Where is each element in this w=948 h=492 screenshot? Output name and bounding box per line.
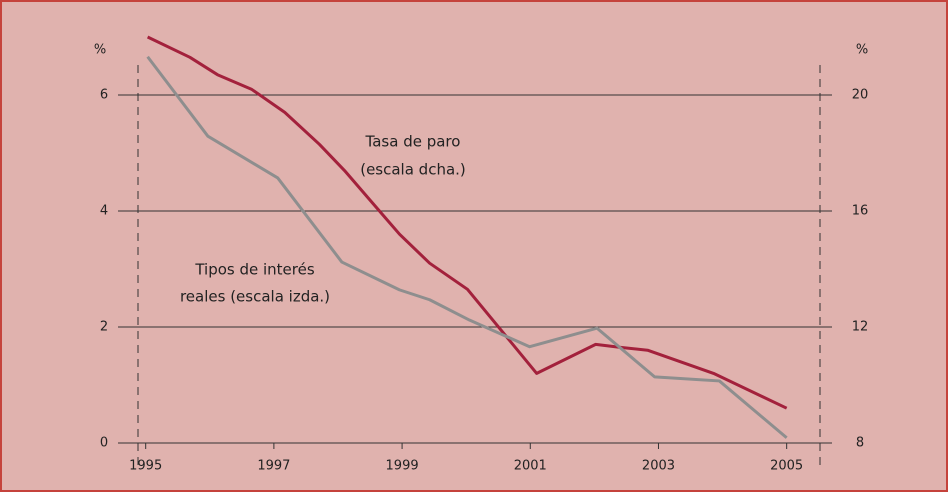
y-tick-label: 0	[100, 436, 108, 451]
y-tick-label: 2	[100, 320, 108, 335]
series-line	[146, 35, 788, 410]
x-tick-label: 2001	[514, 459, 547, 474]
x-tick-label: 1997	[257, 459, 290, 474]
y-tick-label: 6	[100, 88, 108, 103]
annotation: Tipos de interés	[194, 261, 315, 279]
y2-tick-label: 12	[852, 320, 869, 335]
x-tick-label: 2005	[770, 459, 803, 474]
series-line	[146, 55, 788, 439]
annotation: reales (escala izda.)	[180, 288, 330, 306]
y-tick-label: 4	[100, 204, 108, 219]
annotation: (escala dcha.)	[360, 161, 466, 179]
y2-tick-label: 8	[856, 436, 864, 451]
y2-tick-label: 16	[852, 204, 869, 219]
x-tick-label: 2003	[642, 459, 675, 474]
annotation: Tasa de paro	[365, 133, 461, 151]
y-unit: %	[94, 43, 106, 58]
x-tick-label: 1999	[386, 459, 419, 474]
x-tick-label: 1995	[129, 459, 162, 474]
y2-tick-label: 20	[852, 88, 869, 103]
y2-unit: %	[856, 43, 868, 58]
